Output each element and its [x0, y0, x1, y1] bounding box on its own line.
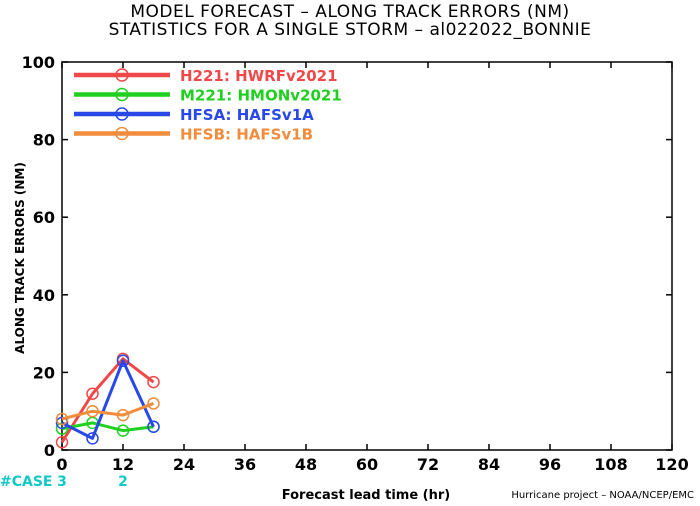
x-tick-label: 60: [356, 455, 378, 474]
data-point: [86, 404, 99, 418]
x-tick-label: 12: [112, 455, 134, 474]
legend-label-2: M221: HMONv2021: [180, 87, 342, 105]
legend-label-3: HFSA: HAFSv1A: [180, 106, 314, 124]
legend-label-4: HFSB: HAFSv1B: [180, 126, 313, 144]
y-tick-label: 40: [33, 286, 55, 305]
x-tick-label: 48: [295, 455, 317, 474]
data-point: [55, 435, 69, 449]
data-point: [116, 354, 130, 368]
case-count: 2: [118, 474, 128, 490]
y-tick-label: 20: [33, 363, 55, 382]
case-label: #CASE: [0, 474, 53, 490]
x-axis-label: Forecast lead time (hr): [282, 488, 450, 503]
y-axis-label: ALONG TRACK ERRORS (NM): [13, 162, 27, 354]
x-tick-label: 120: [655, 455, 688, 474]
y-tick-label: 100: [22, 53, 55, 72]
chart-title-line2: STATISTICS FOR A SINGLE STORM – al022022…: [108, 20, 592, 40]
legend-label-1: H221: HWRFv2021: [180, 67, 338, 85]
y-tick-label: 60: [33, 208, 55, 227]
x-tick-label: 84: [478, 455, 500, 474]
case-count: 3: [57, 474, 67, 490]
x-tick-label: 24: [173, 455, 195, 474]
series-line-1: [60, 357, 155, 444]
credit-text: Hurricane project – NOAA/NCEP/EMC: [511, 490, 694, 501]
data-point: [86, 387, 99, 400]
y-tick-label: 80: [33, 131, 55, 150]
series-line-4: [61, 402, 155, 421]
legend-marker-2: [115, 87, 129, 102]
chart-title-line1: MODEL FORECAST – ALONG TRACK ERRORS (NM): [130, 2, 570, 22]
x-tick-label: 36: [234, 455, 256, 474]
legend-marker-1: [115, 68, 129, 82]
x-tick-label: 108: [594, 455, 627, 474]
data-point: [116, 424, 130, 437]
data-point: [147, 375, 160, 389]
x-tick-label: 0: [56, 455, 67, 474]
plot-frame: [61, 61, 673, 451]
legend-marker-3: [115, 107, 129, 121]
data-point: [55, 416, 69, 430]
series-line-3: [61, 359, 155, 440]
data-point: [86, 432, 99, 445]
legend-marker-4: [115, 126, 129, 141]
series-line-2: [61, 421, 154, 433]
y-tick-label: 0: [44, 441, 55, 460]
data-point: [116, 408, 130, 422]
data-point: [147, 397, 160, 410]
x-tick-label: 72: [417, 455, 439, 474]
data-point: [55, 412, 69, 426]
x-tick-label: 96: [539, 455, 561, 474]
data-point: [147, 420, 160, 433]
